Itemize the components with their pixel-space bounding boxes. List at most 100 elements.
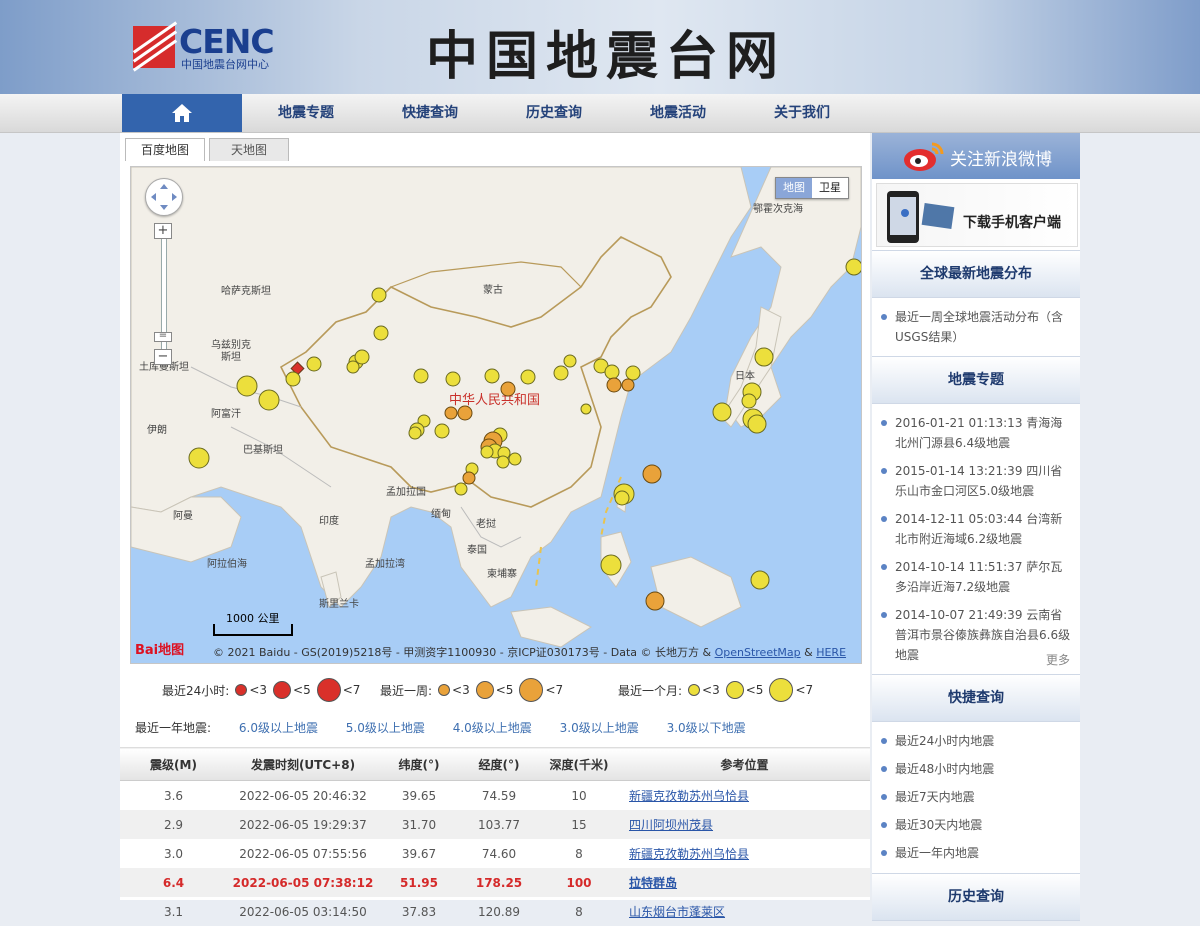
- quake-marker: [741, 393, 757, 409]
- nav-item-topics[interactable]: 地震专题: [278, 105, 334, 121]
- here-link[interactable]: HERE: [816, 646, 847, 659]
- scale-label: 1000 公里: [226, 612, 280, 625]
- quake-marker: [750, 570, 770, 590]
- quake-marker: [346, 360, 360, 374]
- filter-mag-4-plus[interactable]: 4.0级以上地震: [452, 721, 532, 735]
- section-global-title: 全球最新地震分布: [872, 250, 1080, 298]
- legend-mag-label: <5: [495, 683, 514, 697]
- map-place-label: 中华人民共和国: [449, 393, 540, 408]
- cell-time: 2022-06-05 20:46:32: [239, 788, 367, 803]
- map-place-label: 土库曼斯坦: [139, 360, 189, 373]
- location-link[interactable]: 山东烟台市蓬莱区: [629, 905, 726, 919]
- filter-mag-3-plus[interactable]: 3.0级以上地震: [559, 721, 639, 735]
- nav-item-activity[interactable]: 地震活动: [650, 105, 706, 121]
- legend-dot-small: [688, 684, 701, 696]
- table-header-row: 震级(M) 发震时刻(UTC+8) 纬度(°) 经度(°) 深度(千米) 参考位…: [120, 747, 870, 781]
- col-longitude: 经度(°): [459, 747, 539, 781]
- app-download-label: 下载手机客户端: [963, 215, 1061, 231]
- location-link[interactable]: 拉特群岛: [629, 876, 678, 890]
- legend-mag-label: <7: [342, 683, 361, 697]
- legend-mag-label: <7: [545, 683, 564, 697]
- list-item[interactable]: 2015-01-14 13:21:39 四川省乐山市金口河区5.0级地震: [872, 461, 1080, 501]
- map-type-satellite[interactable]: 卫星: [819, 181, 841, 194]
- col-latitude: 纬度(°): [379, 747, 459, 781]
- list-item[interactable]: 最近7天内地震: [872, 787, 1080, 807]
- topics-more-link[interactable]: 更多: [1045, 653, 1070, 667]
- list-item[interactable]: 2014-12-11 05:03:44 台湾新北市附近海域6.2级地震: [872, 509, 1080, 549]
- legend-dot-small: [438, 684, 451, 696]
- nav-home-button[interactable]: [122, 94, 242, 132]
- site-title: 中国地震台网: [426, 26, 787, 87]
- table-row: 3.1 2022-06-05 03:14:50 37.83 120.89 8 山…: [120, 897, 870, 926]
- quake-marker: [520, 369, 536, 385]
- list-item[interactable]: 最近一周全球地震活动分布（含USGS结果）: [872, 307, 1080, 347]
- cell-location: 山东烟台市蓬莱区: [619, 897, 870, 926]
- quake-marker: [258, 389, 280, 411]
- copyright-amp: &: [804, 646, 813, 659]
- zoom-in-button[interactable]: +: [154, 223, 172, 239]
- list-item[interactable]: 最近24小时内地震: [872, 731, 1080, 751]
- map-place-label: 蒙古: [483, 283, 503, 296]
- zoom-out-button[interactable]: −: [154, 349, 172, 365]
- quake-marker: [500, 381, 516, 397]
- nav-item-about[interactable]: 关于我们: [774, 105, 830, 121]
- cell-depth: 15: [539, 810, 619, 839]
- quake-marker: [580, 403, 592, 415]
- legend-dot-large: [519, 678, 544, 702]
- nav-item-history[interactable]: 历史查询: [526, 105, 582, 121]
- list-item[interactable]: 2014-10-07 21:49:39 云南省普洱市景谷傣族彝族自治县6.6级地…: [872, 605, 1080, 665]
- baidu-logo-text: Bai地图: [135, 643, 185, 658]
- cell-mag: 3.1: [163, 904, 184, 919]
- openstreetmap-link[interactable]: OpenStreetMap: [714, 646, 801, 659]
- quake-marker: [413, 368, 429, 384]
- weibo-follow-button[interactable]: 关注新浪微博: [872, 133, 1080, 179]
- list-item[interactable]: 最近一年内地震: [872, 843, 1080, 863]
- quake-marker: [457, 405, 473, 421]
- list-item[interactable]: 2016-01-21 01:13:13 青海海北州门源县6.4级地震: [872, 413, 1080, 453]
- weibo-label: 关注新浪微博: [950, 150, 1052, 170]
- table-row: 3.6 2022-06-05 20:46:32 39.65 74.59 10 新…: [120, 781, 870, 811]
- col-depth: 深度(千米): [539, 747, 619, 781]
- cell-mag: 3.0: [163, 846, 184, 861]
- map-type-map[interactable]: 地图: [776, 178, 812, 198]
- cell-location: 新疆克孜勒苏州乌恰县: [619, 781, 870, 811]
- filter-mag-5-plus[interactable]: 5.0级以上地震: [345, 721, 425, 735]
- section-topics-title: 地震专题: [872, 356, 1080, 404]
- map-pan-control[interactable]: [145, 178, 183, 216]
- map-place-label: 巴基斯坦: [243, 443, 283, 456]
- cenc-logo[interactable]: CENC 中国地震台网中心: [132, 21, 303, 72]
- scale-bar: [213, 624, 293, 636]
- location-link[interactable]: 新疆克孜勒苏州乌恰县: [629, 789, 750, 803]
- filter-mag-below-3[interactable]: 3.0级以下地震: [666, 721, 746, 735]
- filter-mag-6-plus[interactable]: 6.0级以上地震: [238, 721, 318, 735]
- map-place-label: 印度: [319, 514, 339, 527]
- zoom-slider[interactable]: [161, 225, 167, 363]
- baidu-logo[interactable]: Bai地图: [135, 639, 208, 659]
- zoom-handle[interactable]: =: [154, 331, 172, 342]
- col-time: 发震时刻(UTC+8): [227, 747, 379, 781]
- quake-marker: [371, 287, 387, 303]
- legend-mag-label: <5: [745, 683, 764, 697]
- location-link[interactable]: 新疆克孜勒苏州乌恰县: [629, 847, 750, 861]
- tab-baidu-map[interactable]: 百度地图: [125, 138, 205, 161]
- tab-tianditu[interactable]: 天地图: [209, 138, 289, 161]
- legend-mag-label: <5: [293, 683, 311, 697]
- earthquake-table: 震级(M) 发震时刻(UTC+8) 纬度(°) 经度(°) 深度(千米) 参考位…: [120, 747, 870, 926]
- quake-marker: [285, 371, 301, 387]
- map-place-label: 柬埔寨: [487, 567, 517, 580]
- legend-month-label: 最近一个月:: [618, 683, 683, 698]
- earthquake-map[interactable]: 鄂霍次克海 哈萨克斯坦 蒙古 乌兹别克 斯坦 土库曼斯坦 日本 中华人民共和国 阿富汗 伊朗 巴基斯…: [130, 166, 862, 664]
- location-link[interactable]: 四川阿坝州茂县: [629, 818, 714, 832]
- quake-marker: [621, 378, 635, 392]
- list-item[interactable]: 最近48小时内地震: [872, 759, 1080, 779]
- list-item[interactable]: 2014-10-14 11:51:37 萨尔瓦多沿岸近海7.2级地震: [872, 557, 1080, 597]
- nav-item-quick-query[interactable]: 快捷查询: [402, 105, 458, 121]
- list-item[interactable]: 最近30天内地震: [872, 815, 1080, 835]
- phone-app-icon: [887, 191, 955, 243]
- legend-dot-medium: [273, 681, 292, 699]
- app-download-banner[interactable]: 下载手机客户端: [876, 183, 1078, 247]
- legend-dot-medium: [475, 681, 494, 699]
- quake-marker: [454, 482, 468, 496]
